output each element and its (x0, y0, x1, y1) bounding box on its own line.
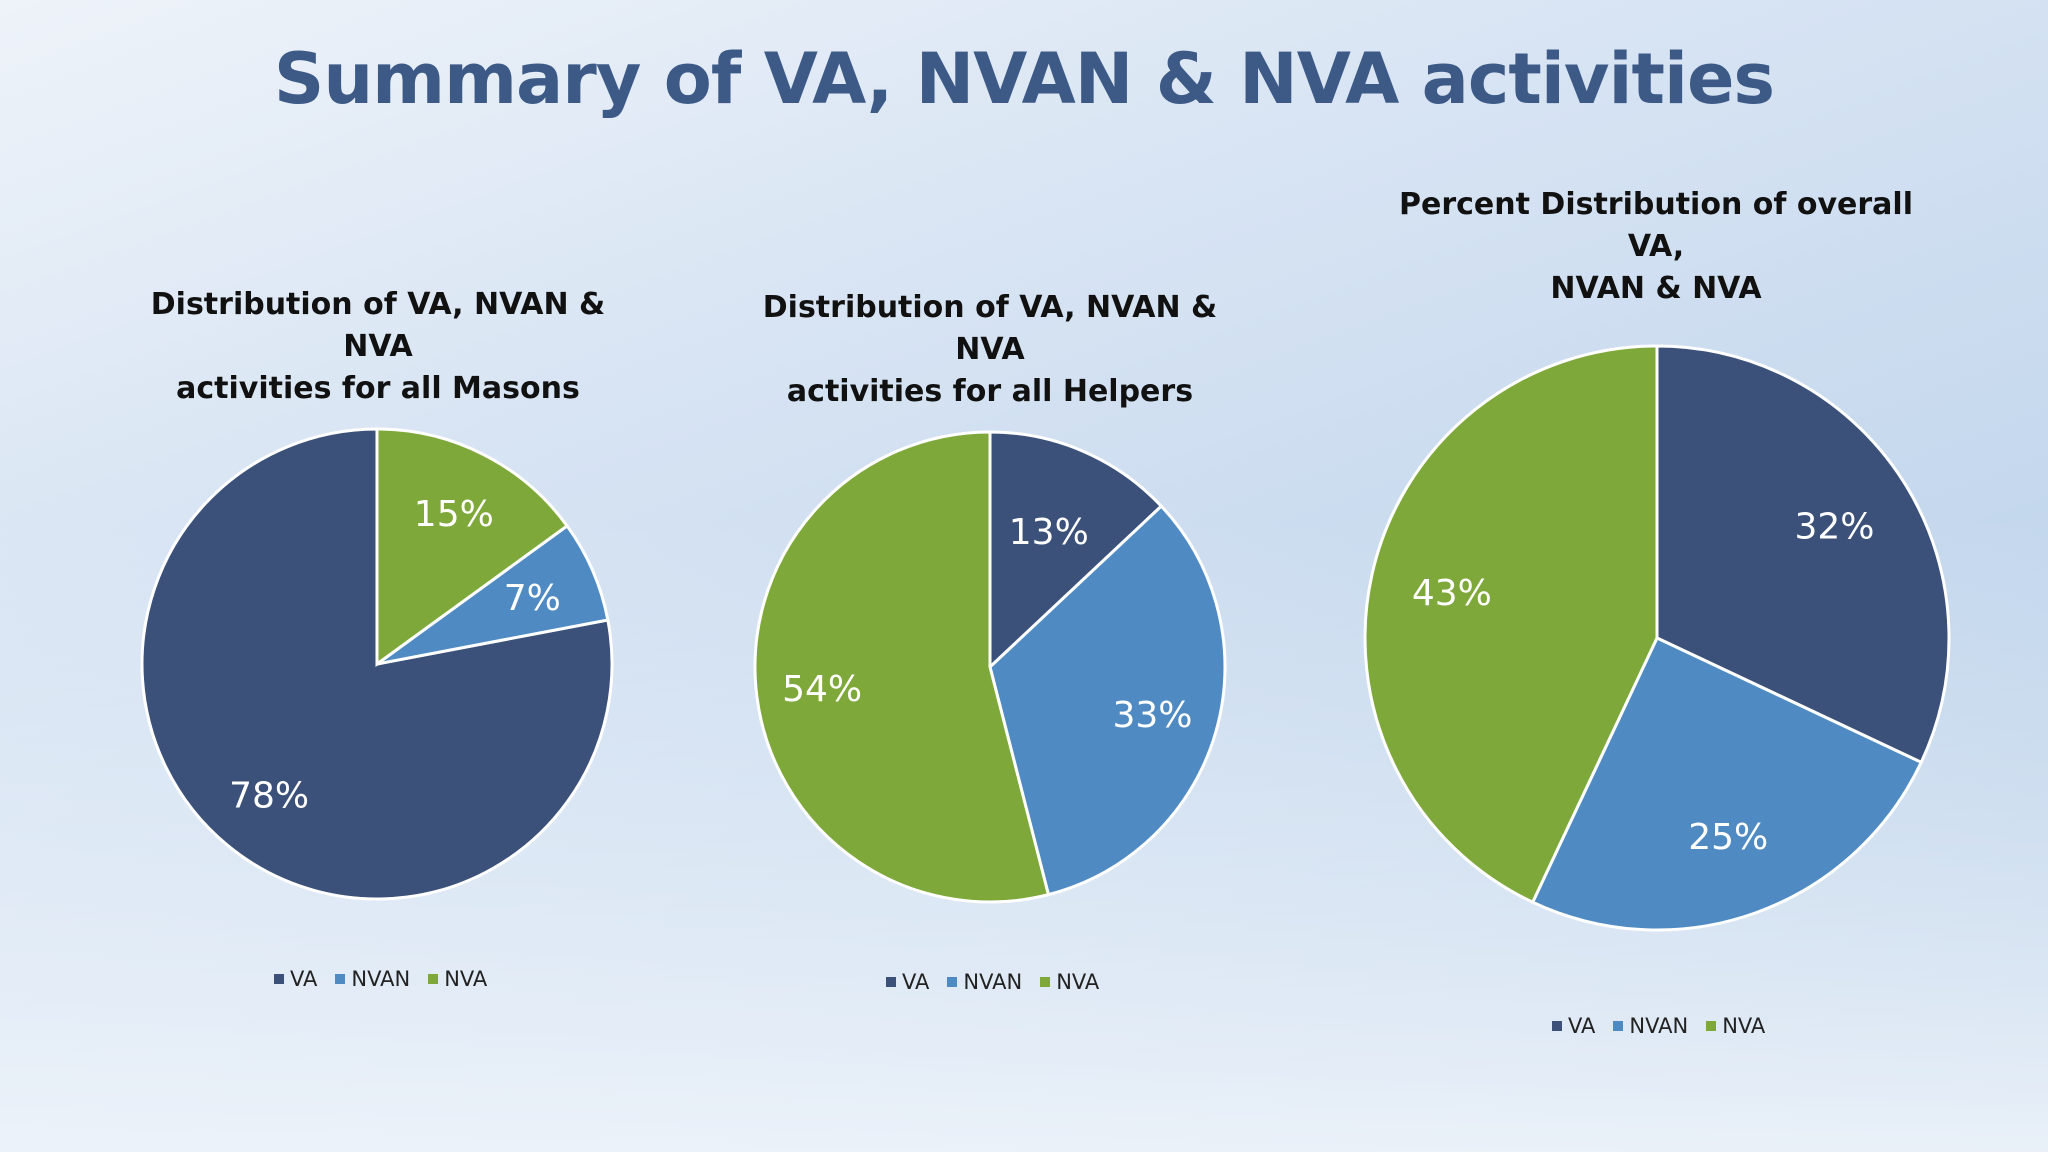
slide-title: Summary of VA, NVAN & NVA activities (273, 38, 1775, 120)
legend-item-va: VA (886, 970, 929, 994)
pie-slice-overall-nva (1363, 344, 1659, 905)
pie-slice-overall-va (1655, 344, 1951, 765)
legend-label-nvan: NVAN (963, 970, 1023, 994)
legend-swatch-nva (1040, 977, 1051, 987)
legend-label-nva: NVA (1722, 1014, 1766, 1038)
legend-masons: VA NVAN NVA (274, 967, 487, 991)
data-label-helpers-nvan: 33% (1112, 695, 1192, 736)
legend-item-nva: NVA (1706, 1014, 1765, 1038)
data-label-overall-va: 32% (1795, 506, 1875, 547)
data-label-overall-nva: 43% (1412, 573, 1492, 614)
legend-swatch-nva (428, 974, 439, 984)
legend-label-nva: NVA (444, 967, 488, 991)
legend-label-va: VA (902, 970, 930, 994)
legend-item-nvan: NVAN (335, 967, 410, 991)
legend-helpers: VA NVAN NVA (886, 970, 1099, 994)
legend-swatch-va (886, 977, 896, 987)
chart-title-helpers: Distribution of VA, NVAN & NVA activitie… (762, 290, 1218, 409)
chart-title-masons: Distribution of VA, NVAN & NVA activitie… (150, 287, 606, 406)
data-label-masons-nvan: 7% (504, 578, 561, 619)
legend-item-nva: NVA (1040, 970, 1099, 994)
data-label-helpers-nva: 54% (782, 669, 862, 710)
pie-slice-masons-nvan (376, 523, 610, 666)
legend-item-nvan: NVAN (947, 970, 1022, 994)
pie-slice-masons-nva (375, 427, 570, 667)
legend-swatch-nva (1706, 1021, 1717, 1031)
data-label-helpers-va: 13% (1009, 512, 1089, 553)
legend-label-nvan: NVAN (351, 967, 411, 991)
legend-swatch-nvan (947, 977, 958, 987)
legend-label-nva: NVA (1056, 970, 1100, 994)
pie-slice-helpers-nvan (988, 504, 1227, 897)
legend-overall: VA NVAN NVA (1552, 1014, 1765, 1038)
chart-title-overall: Percent Distribution of overall VA, NVAN… (1399, 187, 1913, 306)
pie-slice-helpers-nva (753, 430, 1051, 904)
legend-label-va: VA (1568, 1014, 1596, 1038)
legend-label-va: VA (290, 967, 318, 991)
data-label-masons-va: 78% (229, 775, 309, 816)
data-label-masons-nva: 15% (414, 494, 494, 535)
legend-item-nva: NVA (428, 967, 487, 991)
legend-item-nvan: NVAN (1613, 1014, 1688, 1038)
legend-swatch-va (1552, 1021, 1562, 1031)
legend-item-va: VA (1552, 1014, 1595, 1038)
legend-item-va: VA (274, 967, 317, 991)
pie-slice-overall-nvan (1530, 636, 1924, 932)
legend-label-nvan: NVAN (1629, 1014, 1689, 1038)
legend-swatch-va (274, 974, 284, 984)
legend-swatch-nvan (335, 974, 346, 984)
legend-swatch-nvan (1613, 1021, 1624, 1031)
pie-slice-helpers-va (988, 430, 1164, 671)
data-label-overall-nvan: 25% (1688, 817, 1768, 858)
